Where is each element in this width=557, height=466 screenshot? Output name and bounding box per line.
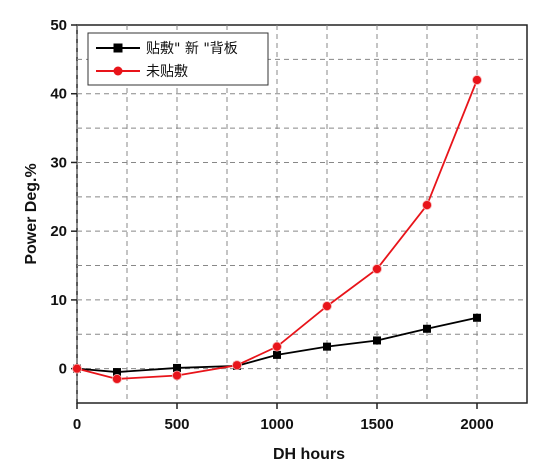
plot-frame — [76, 24, 528, 404]
series-0-point-6 — [373, 336, 381, 345]
legend-label-1: 未贴敷 — [146, 64, 188, 80]
y-tick-label-5: 50 — [50, 17, 67, 34]
series-0-point-5 — [323, 342, 331, 351]
x-axis-title: DH hours — [273, 446, 345, 463]
series-1-point-7 — [422, 200, 432, 210]
series-1-point-1 — [112, 374, 122, 384]
series-1-point-6 — [372, 264, 382, 274]
series-1-point-3 — [232, 360, 242, 371]
x-tick-label-4: 2000 — [460, 416, 493, 433]
series-1-point-8 — [472, 75, 482, 85]
series-0-point-8 — [473, 313, 481, 322]
y-tick-label-2: 20 — [50, 223, 67, 240]
y-tick-label-1: 10 — [50, 292, 67, 309]
y-axis-title: Power Deg.% — [23, 163, 40, 264]
series-0-point-7 — [423, 324, 431, 333]
series-0-point-4 — [273, 350, 281, 359]
x-tick-label-3: 1500 — [360, 416, 393, 433]
legend-marker-1 — [113, 66, 123, 76]
y-tick-label-4: 40 — [50, 86, 67, 103]
legend-marker-0 — [113, 43, 123, 53]
y-tick-label-3: 30 — [50, 154, 67, 171]
series-0-point-2 — [173, 363, 181, 372]
series-layer — [72, 75, 482, 384]
legend-label-0: 贴敷" 新 "背板 — [146, 41, 238, 57]
series-1-point-4 — [272, 341, 282, 352]
x-tick-label-1: 500 — [164, 416, 189, 433]
legend-box — [87, 32, 269, 86]
grid — [76, 25, 527, 403]
series-1-point-2 — [172, 370, 182, 381]
x-tick-label-2: 1000 — [260, 416, 293, 433]
series-1-point-0 — [72, 363, 82, 374]
series-1-point-5 — [322, 301, 332, 311]
x-tick-label-0: 0 — [73, 416, 81, 433]
y-tick-label-0: 0 — [59, 361, 67, 378]
series-0-point-1 — [113, 368, 121, 377]
legend: 贴敷" 新 "背板 未贴敷 — [87, 32, 269, 86]
axes: 0 500 1000 1500 2000 0 10 20 30 40 50 — [50, 17, 493, 433]
